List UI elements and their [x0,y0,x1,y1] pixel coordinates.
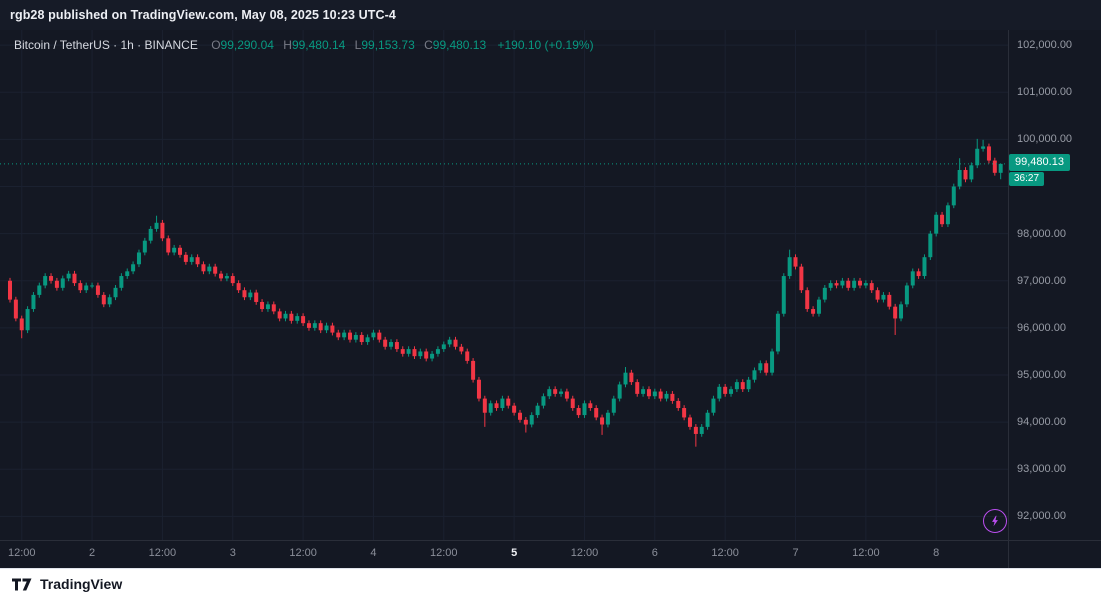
price-axis-label: 96,000.00 [1017,321,1066,334]
lightning-icon [992,515,998,527]
tradingview-wordmark[interactable]: TradingView [40,576,123,592]
price-axis-label: 97,000.00 [1017,274,1066,287]
current-price-tag: 99,480.13 36:27 [1009,153,1070,186]
chart-area[interactable]: Bitcoin / TetherUS · 1h · BINANCE O99,29… [0,30,1101,568]
footer-bar: TradingView [0,568,1101,599]
candlestick-chart[interactable] [0,30,1101,568]
tradingview-logo-icon[interactable] [12,577,33,592]
time-axis-label: 8 [933,547,940,559]
legend: Bitcoin / TetherUS · 1h · BINANCE O99,29… [14,38,594,52]
price-axis-label: 93,000.00 [1017,463,1066,476]
time-axis-label: 7 [792,547,799,559]
time-axis-label: 12:00 [148,547,177,559]
time-axis-label: 12:00 [7,547,36,559]
price-axis-label: 98,000.00 [1017,227,1066,240]
flash-button[interactable] [983,509,1007,533]
symbol-title[interactable]: Bitcoin / TetherUS · 1h · BINANCE [14,38,198,52]
price-axis-label: 100,000.00 [1017,133,1073,146]
open-key: O [211,38,221,52]
time-axis-label: 12:00 [430,547,458,559]
time-axis-label: 6 [651,547,658,559]
time-axis-label: 3 [229,547,236,559]
price-axis-label: 95,000.00 [1017,369,1066,382]
time-axis-label: 12:00 [711,547,739,559]
current-price-label: 99,480.13 [1009,153,1070,171]
attribution-text: rgb28 published on TradingView.com, May … [10,8,396,22]
time-axis-label: 12:00 [852,547,880,559]
price-axis-label: 102,000.00 [1017,39,1073,52]
low-key: L [354,38,362,52]
low-value: 99,153.73 [361,38,415,52]
time-axis-label: 5 [511,547,518,559]
price-axis-label: 92,000.00 [1017,510,1066,523]
time-axis-label: 12:00 [289,547,317,559]
time-axis-label: 12:00 [570,547,599,559]
close-value: 99,480.13 [432,38,487,52]
time-axis-label: 2 [89,547,96,559]
attribution-bar: rgb28 published on TradingView.com, May … [0,0,1101,30]
open-value: 99,290.04 [220,38,274,52]
high-value: 99,480.14 [291,38,346,52]
high-key: H [283,38,292,52]
change-value: +190.10 (+0.19%) [497,38,594,52]
price-axis-label: 101,000.00 [1017,86,1073,99]
price-axis-label: 94,000.00 [1017,416,1066,429]
time-axis-label: 4 [370,547,377,559]
close-key: C [424,38,433,52]
countdown-label: 36:27 [1009,171,1045,186]
time-axis[interactable]: 12:00 2 12:00 3 12:00 4 12:00 5 12:00 6 12:00 7 12:0… [0,540,1101,568]
price-axis[interactable]: 102,000.00 101,000.00 100,000.00 98,000.00 9… [1008,30,1101,540]
